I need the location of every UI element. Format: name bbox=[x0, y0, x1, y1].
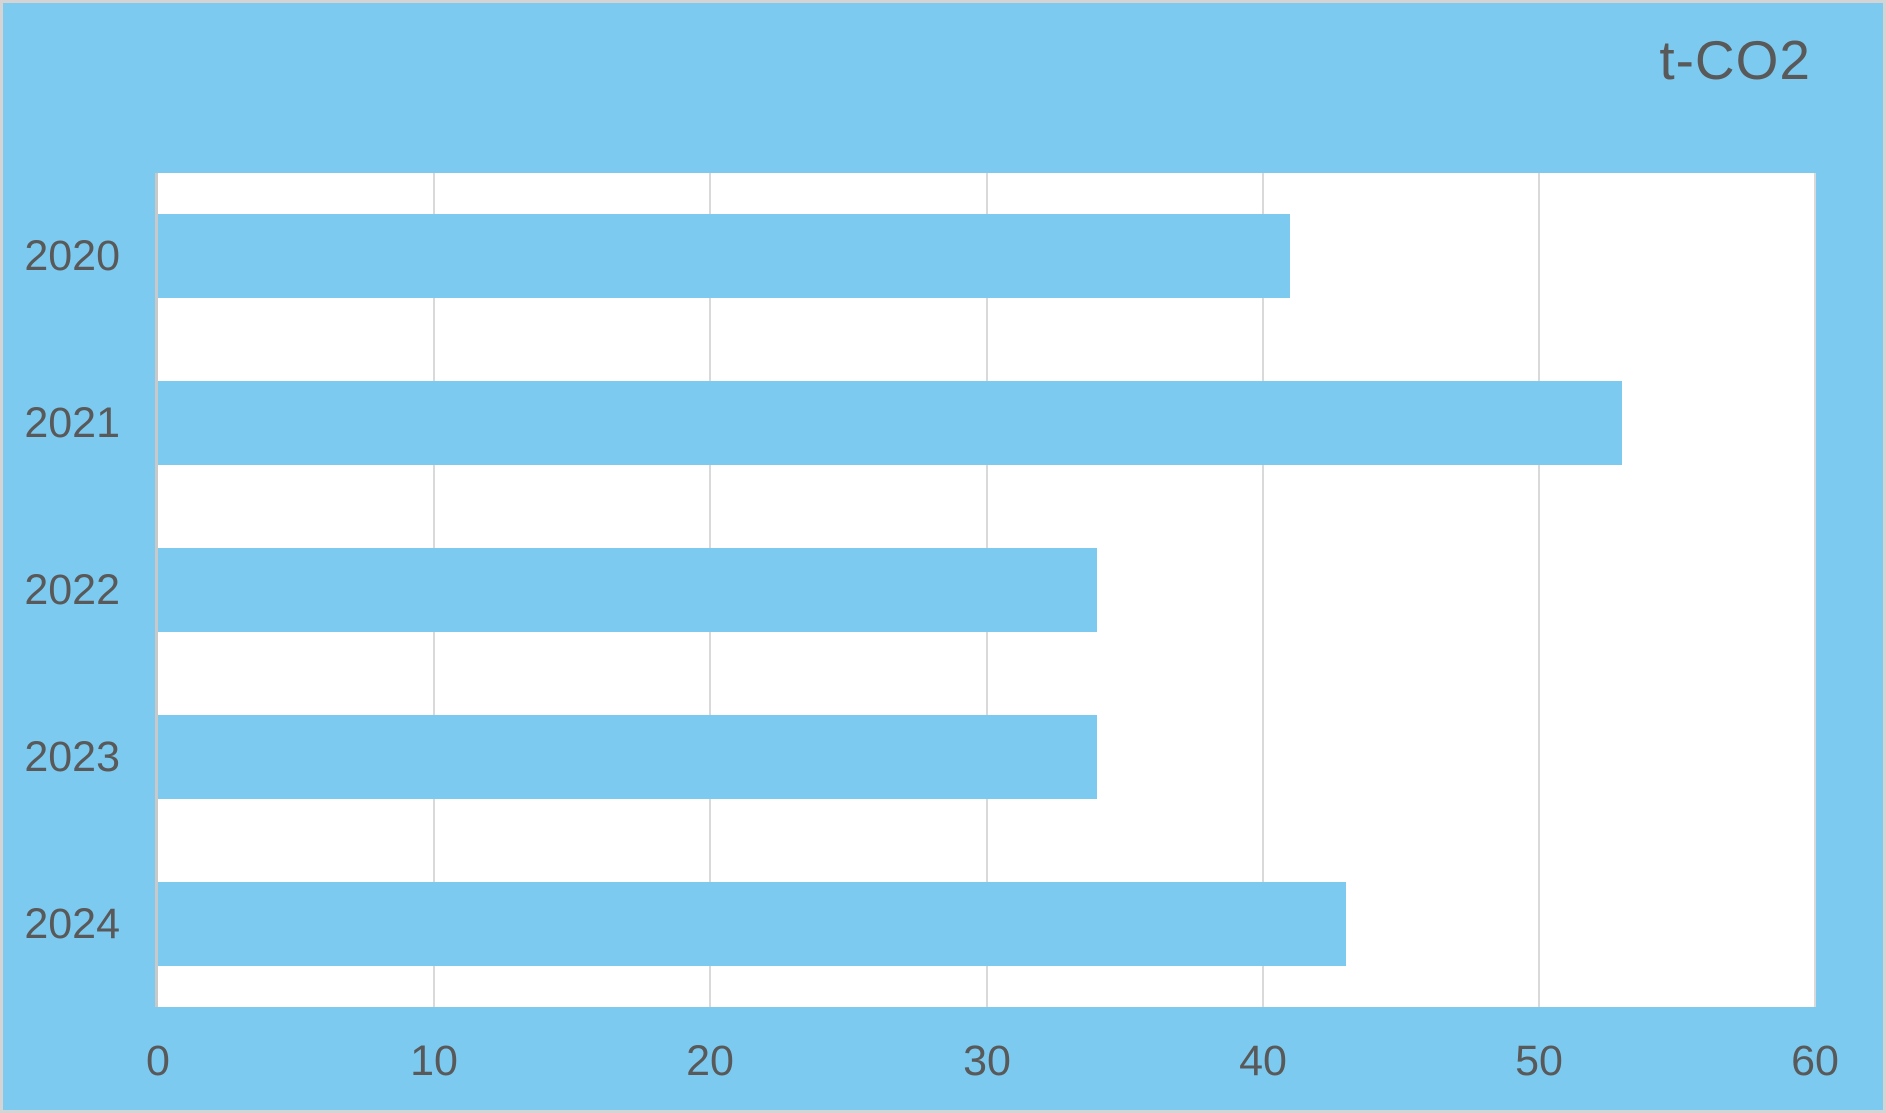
gridline-60 bbox=[1814, 173, 1816, 1007]
y-axis-label-2020: 2020 bbox=[24, 232, 120, 280]
y-axis-label-2024: 2024 bbox=[24, 900, 120, 948]
plot-area bbox=[155, 173, 1816, 1007]
x-axis-label-30: 30 bbox=[963, 1037, 1011, 1085]
bar-2020 bbox=[158, 214, 1290, 298]
bar-2021 bbox=[158, 381, 1622, 465]
gridline-40 bbox=[1262, 173, 1264, 1007]
y-axis-line bbox=[155, 173, 158, 1007]
y-axis-label-2023: 2023 bbox=[24, 733, 120, 781]
x-axis-label-50: 50 bbox=[1515, 1037, 1563, 1085]
chart-title: t-CO2 bbox=[1659, 29, 1811, 91]
y-axis-label-2022: 2022 bbox=[24, 566, 120, 614]
x-axis-label-0: 0 bbox=[146, 1037, 170, 1085]
y-axis-label-2021: 2021 bbox=[24, 399, 120, 447]
x-axis-label-20: 20 bbox=[686, 1037, 734, 1085]
bar-2022 bbox=[158, 548, 1097, 632]
x-axis-label-10: 10 bbox=[410, 1037, 458, 1085]
x-axis-label-60: 60 bbox=[1791, 1037, 1839, 1085]
bar-2024 bbox=[158, 882, 1346, 966]
bar-2023 bbox=[158, 715, 1097, 799]
gridline-50 bbox=[1538, 173, 1540, 1007]
x-axis-label-40: 40 bbox=[1239, 1037, 1287, 1085]
